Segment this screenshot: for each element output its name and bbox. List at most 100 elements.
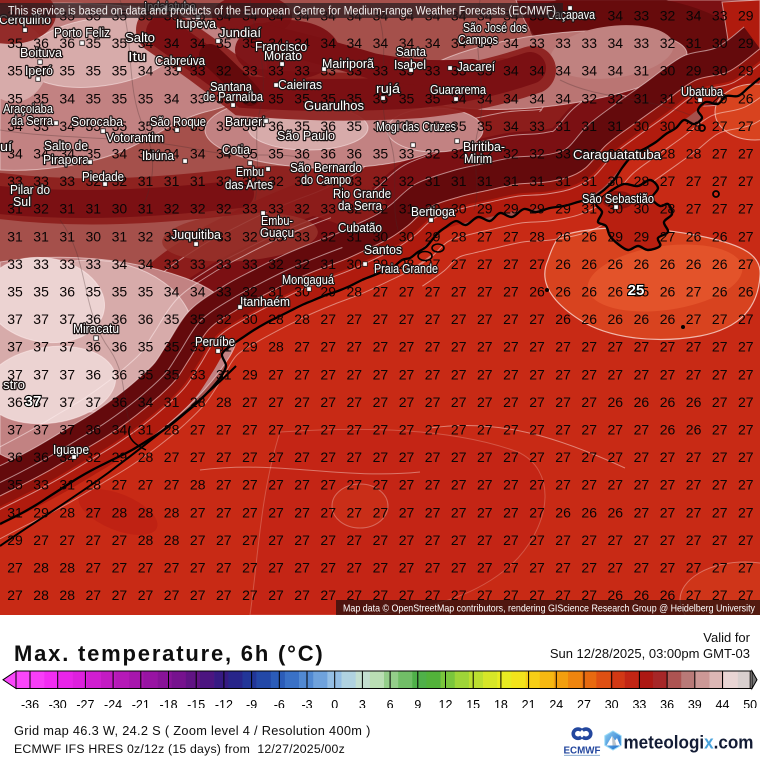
svg-text:27: 27 xyxy=(320,532,336,548)
svg-text:27: 27 xyxy=(164,477,180,493)
svg-text:31: 31 xyxy=(581,173,597,189)
svg-text:31: 31 xyxy=(555,173,571,189)
svg-text:36: 36 xyxy=(86,422,102,438)
svg-text:-3: -3 xyxy=(301,698,312,708)
svg-text:27: 27 xyxy=(712,504,728,520)
svg-text:21: 21 xyxy=(522,698,536,708)
svg-text:27: 27 xyxy=(581,587,597,603)
svg-text:27: 27 xyxy=(425,587,441,603)
svg-text:26: 26 xyxy=(555,228,571,244)
svg-text:35: 35 xyxy=(242,35,258,51)
svg-text:24: 24 xyxy=(549,698,563,708)
svg-text:26: 26 xyxy=(555,284,571,300)
svg-text:36: 36 xyxy=(242,118,258,134)
svg-text:35: 35 xyxy=(86,146,102,162)
svg-text:27: 27 xyxy=(451,256,467,272)
svg-text:Guaçu: Guaçu xyxy=(260,225,294,240)
svg-text:27: 27 xyxy=(373,366,389,382)
svg-text:33: 33 xyxy=(399,63,415,79)
svg-text:27: 27 xyxy=(86,532,102,548)
svg-text:36: 36 xyxy=(59,35,75,51)
svg-text:27: 27 xyxy=(477,587,493,603)
svg-text:32: 32 xyxy=(216,173,232,189)
svg-text:33: 33 xyxy=(33,118,49,134)
svg-text:32: 32 xyxy=(242,284,258,300)
svg-text:27: 27 xyxy=(268,366,284,382)
svg-text:de Parnaíba: de Parnaíba xyxy=(203,89,264,104)
svg-text:-12: -12 xyxy=(215,698,233,708)
svg-text:27: 27 xyxy=(138,587,154,603)
svg-text:27: 27 xyxy=(660,228,676,244)
svg-text:33: 33 xyxy=(190,90,206,106)
svg-text:27: 27 xyxy=(477,339,493,355)
svg-text:35: 35 xyxy=(164,366,180,382)
svg-text:32: 32 xyxy=(660,35,676,51)
svg-text:27: 27 xyxy=(738,587,754,603)
svg-text:Boituva: Boituva xyxy=(20,45,63,60)
svg-text:34: 34 xyxy=(268,35,284,51)
svg-text:27: 27 xyxy=(686,284,702,300)
svg-text:27: 27 xyxy=(425,339,441,355)
svg-text:29: 29 xyxy=(112,449,128,465)
svg-text:26: 26 xyxy=(555,256,571,272)
svg-text:29: 29 xyxy=(529,201,545,217)
svg-text:35: 35 xyxy=(164,311,180,327)
svg-text:27: 27 xyxy=(608,366,624,382)
svg-text:34: 34 xyxy=(373,35,389,51)
svg-text:34: 34 xyxy=(164,284,180,300)
svg-text:27: 27 xyxy=(477,394,493,410)
svg-text:ECMWF: ECMWF xyxy=(564,746,601,757)
svg-text:34: 34 xyxy=(190,228,206,244)
svg-text:32: 32 xyxy=(86,173,102,189)
svg-text:30: 30 xyxy=(608,146,624,162)
svg-text:31: 31 xyxy=(138,422,154,438)
svg-text:27: 27 xyxy=(216,422,232,438)
svg-text:37: 37 xyxy=(59,311,75,327)
svg-text:35: 35 xyxy=(373,146,389,162)
svg-text:27: 27 xyxy=(164,587,180,603)
svg-text:37: 37 xyxy=(7,422,23,438)
svg-text:27: 27 xyxy=(503,256,519,272)
svg-text:27: 27 xyxy=(529,449,545,465)
svg-text:31: 31 xyxy=(59,228,75,244)
svg-text:27: 27 xyxy=(242,504,258,520)
svg-text:27: 27 xyxy=(268,587,284,603)
svg-text:29: 29 xyxy=(738,8,754,24)
svg-text:32: 32 xyxy=(33,201,49,217)
svg-text:27: 27 xyxy=(190,587,206,603)
svg-text:32: 32 xyxy=(373,173,389,189)
svg-text:32: 32 xyxy=(294,201,310,217)
svg-text:27: 27 xyxy=(347,339,363,355)
svg-text:29: 29 xyxy=(503,201,519,217)
svg-text:27: 27 xyxy=(451,504,467,520)
svg-text:26: 26 xyxy=(660,422,676,438)
svg-text:31: 31 xyxy=(581,118,597,134)
svg-text:32: 32 xyxy=(581,90,597,106)
svg-text:36: 36 xyxy=(86,311,102,327)
svg-text:27: 27 xyxy=(503,339,519,355)
svg-text:27: 27 xyxy=(294,449,310,465)
svg-text:27: 27 xyxy=(608,477,624,493)
svg-text:34: 34 xyxy=(59,118,75,134)
svg-text:33: 33 xyxy=(164,228,180,244)
svg-text:Rio Grande: Rio Grande xyxy=(333,186,391,201)
svg-text:33: 33 xyxy=(164,256,180,272)
svg-text:30: 30 xyxy=(425,201,441,217)
svg-text:27: 27 xyxy=(738,173,754,189)
svg-text:31: 31 xyxy=(59,201,75,217)
svg-text:32: 32 xyxy=(138,228,154,244)
svg-text:32: 32 xyxy=(112,173,128,189)
svg-text:27: 27 xyxy=(320,504,336,520)
svg-text:27: 27 xyxy=(529,422,545,438)
svg-text:35: 35 xyxy=(7,477,23,493)
svg-text:27: 27 xyxy=(425,532,441,548)
svg-text:31: 31 xyxy=(686,35,702,51)
svg-text:36: 36 xyxy=(7,449,23,465)
svg-text:28: 28 xyxy=(686,146,702,162)
svg-text:27: 27 xyxy=(399,394,415,410)
svg-text:6: 6 xyxy=(387,698,394,708)
svg-text:36: 36 xyxy=(320,146,336,162)
svg-text:27: 27 xyxy=(190,449,206,465)
svg-text:27: 27 xyxy=(634,366,650,382)
svg-text:34: 34 xyxy=(164,35,180,51)
